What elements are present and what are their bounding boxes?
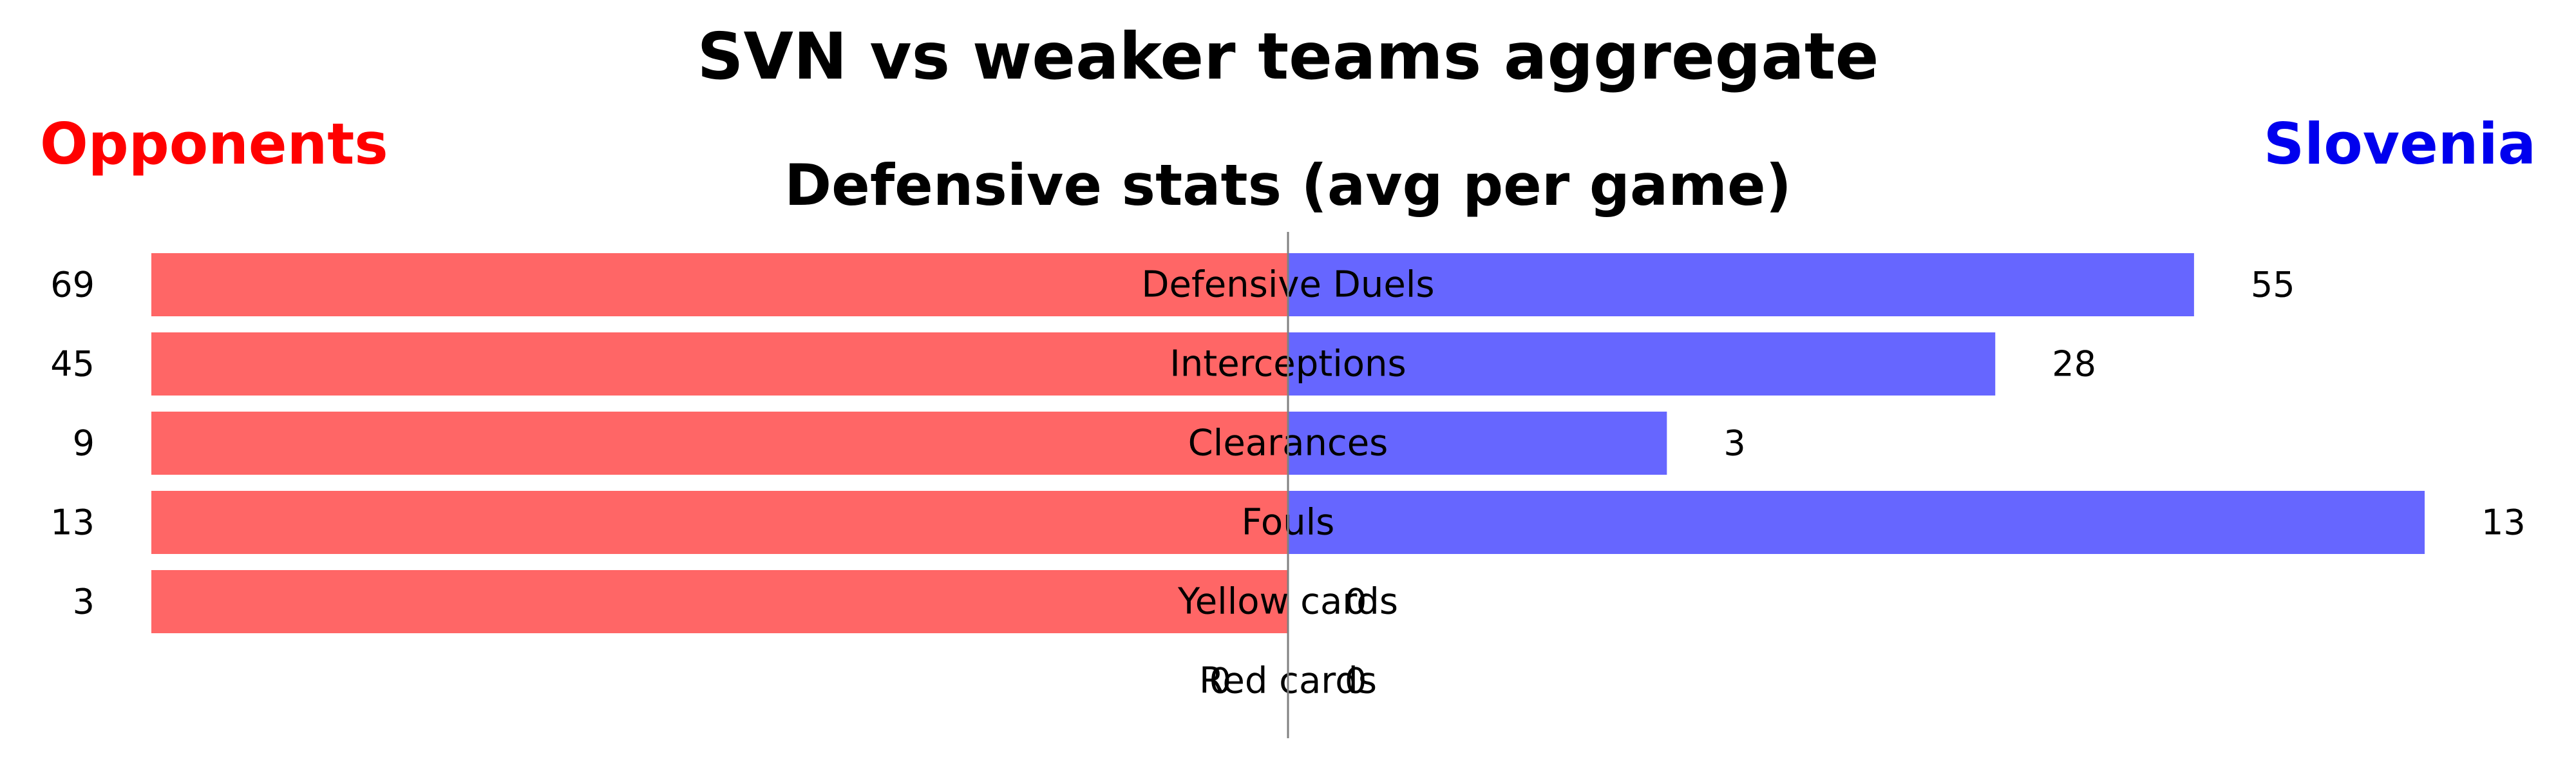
opponents-value-label: 0 (1209, 661, 1231, 701)
slovenia-value-label: 0 (1345, 661, 1367, 701)
opponents-bar (151, 412, 1288, 475)
slovenia-value-label: 3 (1723, 423, 1745, 464)
opponents-value-label: 9 (73, 423, 95, 464)
slovenia-value-label: 55 (2251, 265, 2295, 305)
slovenia-value-label: 0 (1345, 582, 1367, 622)
left-team-label: Opponents (40, 111, 388, 177)
chart-subtitle: Defensive stats (avg per game) (784, 152, 1792, 218)
opponents-bar (151, 253, 1288, 316)
chart-title: SVN vs weaker teams aggregate (697, 19, 1879, 94)
opponents-value-label: 13 (50, 502, 95, 543)
opponents-value-label: 69 (50, 265, 95, 305)
slovenia-bar (1288, 491, 2425, 554)
opponents-bar (151, 332, 1288, 396)
slovenia-bar (1288, 332, 1996, 396)
opponents-bar (151, 491, 1288, 554)
opponents-bar (151, 570, 1288, 633)
opponents-value-label: 3 (73, 582, 95, 622)
right-team-label: Slovenia (2264, 111, 2536, 177)
slovenia-value-label: 13 (2481, 502, 2526, 543)
slovenia-bar (1288, 253, 2194, 316)
slovenia-value-label: 28 (2052, 344, 2096, 385)
slovenia-bar (1288, 412, 1667, 475)
opponents-value-label: 45 (50, 344, 95, 385)
